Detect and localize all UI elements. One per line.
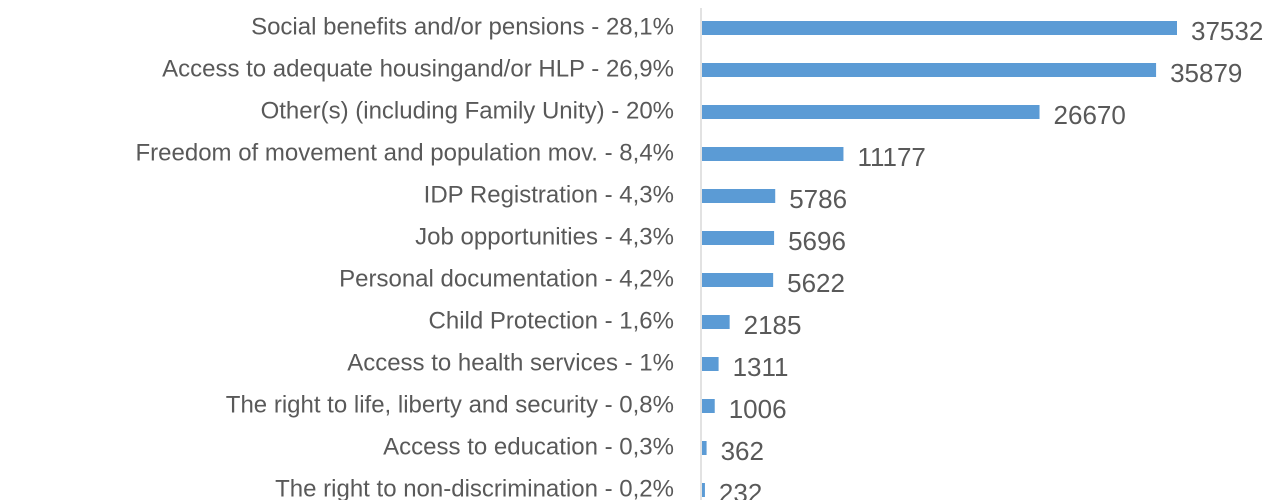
value-label: 35879 bbox=[1170, 58, 1242, 88]
value-label: 232 bbox=[719, 478, 762, 500]
category-label: The right to life, liberty and security … bbox=[226, 391, 674, 418]
bar bbox=[702, 399, 715, 413]
bar bbox=[702, 63, 1157, 77]
category-label: IDP Registration - 4,3% bbox=[424, 181, 674, 208]
bar bbox=[702, 147, 844, 161]
bar bbox=[702, 189, 776, 203]
value-label: 37532 bbox=[1191, 16, 1263, 46]
category-label: Access to education - 0,3% bbox=[383, 433, 674, 460]
bar bbox=[702, 231, 775, 245]
category-label: Other(s) (including Family Unity) - 20% bbox=[261, 97, 674, 124]
category-label: The right to non-discrimination - 0,2% bbox=[275, 475, 674, 500]
category-label: Child Protection - 1,6% bbox=[429, 307, 674, 334]
bar bbox=[702, 357, 719, 371]
bar bbox=[702, 315, 730, 329]
bar bbox=[702, 21, 1177, 35]
category-label: Social benefits and/or pensions - 28,1% bbox=[251, 13, 674, 40]
bar bbox=[702, 105, 1040, 119]
bar bbox=[702, 441, 707, 455]
value-label: 11177 bbox=[857, 142, 925, 172]
value-label: 5696 bbox=[788, 226, 846, 256]
value-label: 362 bbox=[721, 436, 764, 466]
bar bbox=[702, 483, 705, 497]
value-label: 1311 bbox=[733, 352, 789, 382]
category-label: Personal documentation - 4,2% bbox=[339, 265, 674, 292]
category-label: Freedom of movement and population mov. … bbox=[136, 139, 675, 166]
value-label: 5786 bbox=[789, 184, 847, 214]
category-label: Job opportunities - 4,3% bbox=[415, 223, 674, 250]
category-label: Access to health services - 1% bbox=[347, 349, 674, 376]
value-label: 26670 bbox=[1054, 100, 1126, 130]
value-label: 2185 bbox=[744, 310, 802, 340]
value-label: 5622 bbox=[787, 268, 845, 298]
bar bbox=[702, 273, 774, 287]
category-label: Access to adequate housingand/or HLP - 2… bbox=[162, 55, 674, 82]
value-label: 1006 bbox=[729, 394, 787, 424]
